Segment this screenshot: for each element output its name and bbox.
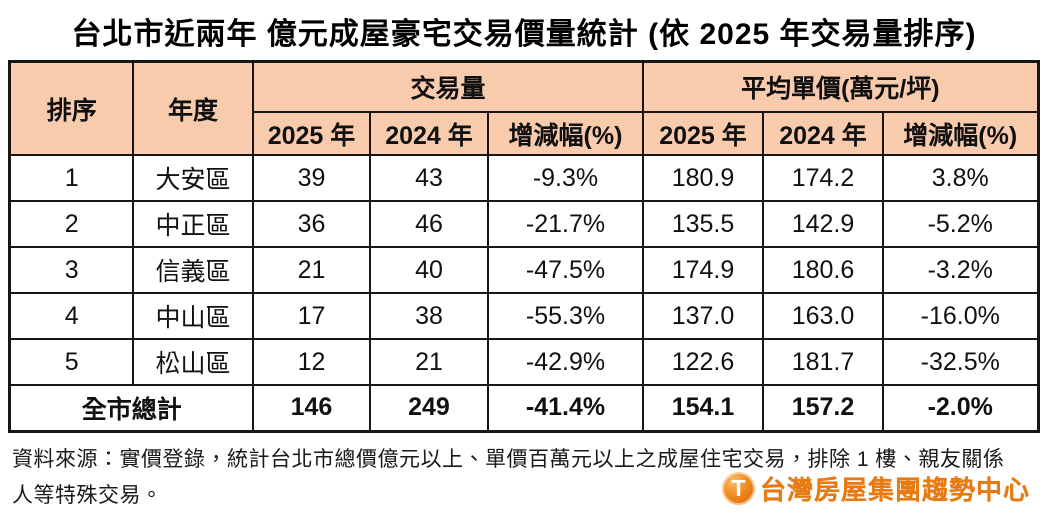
stats-table: 排序 年度 交易量 平均單價(萬元/坪) 2025 年 2024 年 增減幅(%… — [8, 60, 1040, 433]
header-sub-row: 2025 年 2024 年 增減幅(%) 2025 年 2024 年 增減幅(%… — [10, 111, 1040, 156]
cell-vol-2025: 12 — [251, 338, 371, 386]
table-row-daan: 1 大安區 39 43 -9.3% 180.9 174.2 3.8% — [8, 154, 1040, 202]
cell-total-vol-2025: 146 — [251, 384, 371, 432]
header-group-row: 排序 年度 交易量 平均單價(萬元/坪) — [8, 60, 1040, 156]
cell-total-price-change: -2.0% — [881, 384, 1040, 432]
col-group-volume: 交易量 — [251, 60, 644, 113]
cell-total-vol-2024: 249 — [368, 384, 489, 432]
page-title: 台北市近兩年 億元成屋豪宅交易價量統計 (依 2025 年交易量排序) — [71, 18, 977, 51]
cell-price-change: -5.2% — [881, 200, 1040, 248]
cell-price-change: -32.5% — [881, 338, 1040, 386]
cell-vol-2025: 39 — [251, 154, 371, 202]
cell-rank: 1 — [8, 154, 134, 202]
table-row-total: 全市總計 146 249 -41.4% 154.1 157.2 -2.0% — [8, 384, 1040, 432]
cell-price-2024: 142.9 — [761, 200, 884, 248]
col-header-price-change: 增減幅(%) — [881, 111, 1040, 156]
cell-price-2025: 137.0 — [641, 292, 764, 340]
cell-vol-2024: 46 — [368, 200, 489, 248]
cell-vol-2025: 36 — [251, 200, 371, 248]
cell-district: 信義區 — [131, 246, 254, 294]
col-header-volume-change: 增減幅(%) — [486, 111, 644, 156]
cell-district: 松山區 — [131, 338, 254, 386]
table-row-songshan: 5 松山區 12 21 -42.9% 122.6 181.7 -32.5% — [8, 338, 1040, 386]
cell-vol-2025: 17 — [251, 292, 371, 340]
cell-vol-change: -55.3% — [486, 292, 644, 340]
col-header-price-2024: 2024 年 — [761, 111, 884, 156]
cell-price-2024: 181.7 — [761, 338, 884, 386]
cell-vol-2025: 21 — [251, 246, 371, 294]
table-row-zhongzheng: 2 中正區 36 46 -21.7% 135.5 142.9 -5.2% — [8, 200, 1040, 248]
cell-price-2024: 174.2 — [761, 154, 884, 202]
col-group-price: 平均單價(萬元/坪) — [641, 60, 1040, 113]
col-header-rank: 排序 — [8, 60, 134, 156]
cell-vol-change: -21.7% — [486, 200, 644, 248]
cell-total-price-2025: 154.1 — [641, 384, 764, 432]
cell-total-vol-change: -41.4% — [486, 384, 644, 432]
cell-vol-change: -9.3% — [486, 154, 644, 202]
cell-price-change: 3.8% — [881, 154, 1040, 202]
cell-vol-2024: 21 — [368, 338, 489, 386]
cell-price-2025: 174.9 — [641, 246, 764, 294]
cell-vol-2024: 43 — [368, 154, 489, 202]
col-header-volume-2025: 2025 年 — [251, 111, 371, 156]
source-note: 資料來源：實價登錄，統計台北市總價億元以上、單價百萬元以上之成屋住宅交易，排除 … — [12, 447, 1005, 508]
cell-district: 中正區 — [131, 200, 254, 248]
cell-vol-2024: 38 — [368, 292, 489, 340]
cell-district: 大安區 — [131, 154, 254, 202]
cell-price-change: -3.2% — [881, 246, 1040, 294]
col-header-price-2025: 2025 年 — [641, 111, 764, 156]
cell-price-change: -16.0% — [881, 292, 1040, 340]
cell-rank: 3 — [8, 246, 134, 294]
col-header-year: 年度 — [131, 60, 254, 156]
cell-vol-change: -47.5% — [486, 246, 644, 294]
cell-vol-2024: 40 — [368, 246, 489, 294]
cell-price-2025: 135.5 — [641, 200, 764, 248]
cell-total-label: 全市總計 — [8, 384, 254, 432]
cell-district: 中山區 — [131, 292, 254, 340]
taiwan-housing-logo-icon: T — [721, 472, 755, 505]
cell-rank: 2 — [8, 200, 134, 248]
brand-logo: T 台灣房屋集團趨勢中心 — [721, 470, 1030, 507]
cell-price-2025: 122.6 — [641, 338, 764, 386]
brand-logo-text: 台灣房屋集團趨勢中心 — [759, 475, 1030, 505]
cell-total-price-2024: 157.2 — [761, 384, 884, 432]
cell-rank: 4 — [8, 292, 134, 340]
cell-rank: 5 — [8, 338, 134, 386]
table-row-xinyi: 3 信義區 21 40 -47.5% 174.9 180.6 -3.2% — [8, 246, 1040, 294]
cell-price-2025: 180.9 — [641, 154, 764, 202]
cell-vol-change: -42.9% — [486, 338, 644, 386]
col-header-volume-2024: 2024 年 — [368, 111, 489, 156]
cell-price-2024: 163.0 — [761, 292, 884, 340]
cell-price-2024: 180.6 — [761, 246, 884, 294]
table-row-zhongshan: 4 中山區 17 38 -55.3% 137.0 163.0 -16.0% — [8, 292, 1040, 340]
